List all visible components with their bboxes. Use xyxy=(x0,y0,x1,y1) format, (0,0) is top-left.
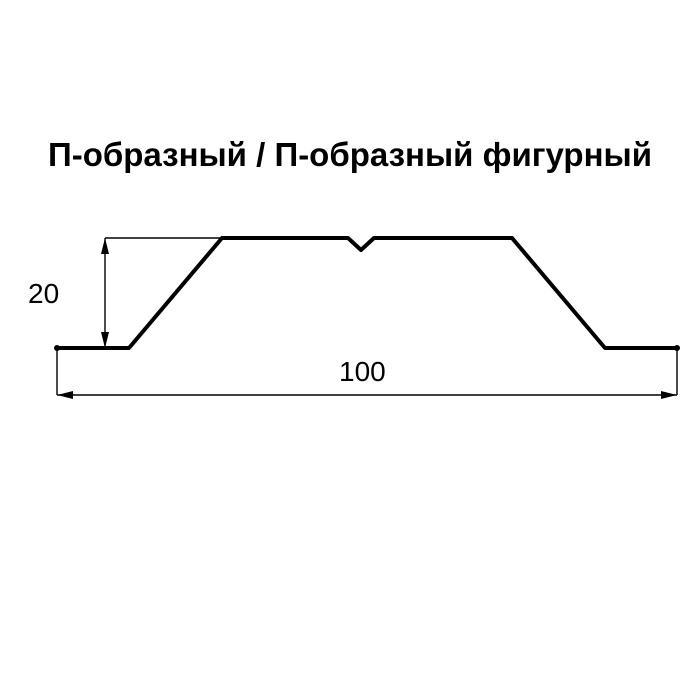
dimension-height-label: 20 xyxy=(28,278,59,310)
profile-diagram-svg xyxy=(0,0,700,700)
dimension-width-label: 100 xyxy=(339,356,386,388)
profile-outline xyxy=(54,238,680,351)
dimension-height xyxy=(101,238,222,348)
